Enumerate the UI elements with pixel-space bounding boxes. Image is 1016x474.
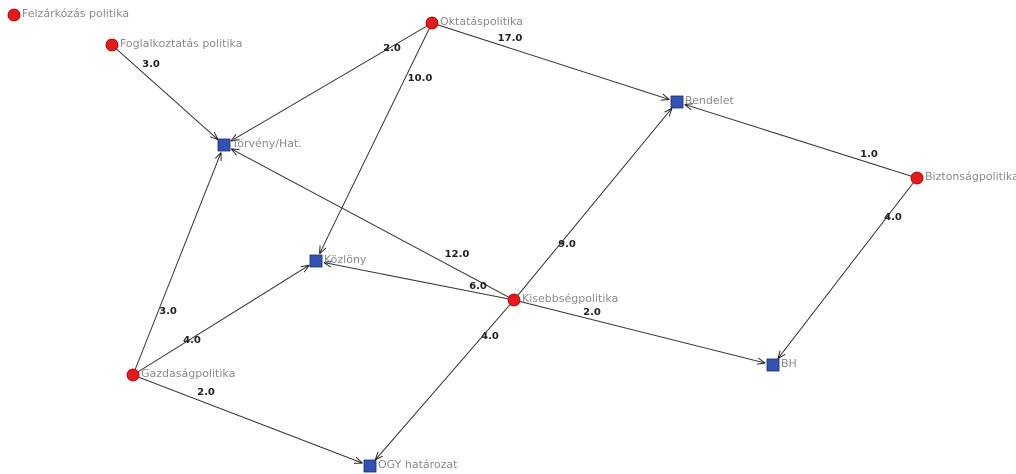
edge-label: 2.0 (383, 43, 401, 54)
edge-label: 10.0 (408, 73, 433, 84)
node-label: Kisebbségpolitika (522, 292, 618, 305)
node-label: Felzárkózás politika (22, 7, 129, 20)
edge (778, 177, 918, 359)
nodes: Felzárkózás politika Foglalkoztatás polit… (7, 7, 1016, 473)
edge-label: 4.0 (183, 335, 201, 346)
edge (513, 299, 765, 363)
node-circle (507, 293, 521, 307)
node-label: Foglalkoztatás politika (120, 37, 242, 50)
node-label: OGY határozat (378, 458, 458, 471)
edge-label: 6.0 (469, 281, 487, 292)
node-square (309, 254, 323, 268)
node-circle (425, 16, 439, 30)
node-circle (105, 38, 119, 52)
edge-label: 2.0 (583, 307, 601, 318)
node-circle (126, 368, 140, 382)
edge (231, 22, 433, 141)
edge (375, 299, 515, 460)
edge-label: 17.0 (498, 33, 523, 44)
node-label: BH (781, 357, 797, 370)
edge (132, 374, 363, 463)
edge-label: 3.0 (142, 59, 160, 70)
edges: 3.0 2.0 10.0 17.0 1.0 4.0 12.0 6.0 9.0 2.0 4.0 3.0 4… (111, 22, 918, 463)
edge (231, 149, 515, 301)
edge-label: 3.0 (159, 306, 177, 317)
edge-label: 4.0 (884, 212, 902, 223)
edge (324, 263, 515, 301)
edge (431, 22, 669, 100)
node-square (766, 358, 780, 372)
edge (111, 44, 218, 140)
edge-label: 1.0 (860, 149, 878, 160)
node-square (363, 459, 377, 473)
edge (513, 108, 672, 301)
edge (685, 104, 918, 179)
edge-label: 9.0 (558, 239, 576, 250)
node-circle (910, 171, 924, 185)
node-label: Törvény/Hat. (231, 137, 302, 150)
node-label: Gazdaságpolitika (141, 367, 235, 380)
edge (320, 22, 433, 254)
node-circle (7, 8, 21, 22)
node-square (217, 138, 231, 152)
edge-label: 2.0 (197, 387, 215, 398)
edge-label: 12.0 (445, 249, 470, 260)
node-label: Rendelet (685, 94, 734, 107)
node-label: Biztonságpolitika (925, 170, 1016, 183)
edge-label: 4.0 (481, 331, 499, 342)
node-label: Oktatáspolitika (440, 15, 523, 28)
node-square (670, 95, 684, 109)
edge (132, 265, 309, 376)
node-label: Közlöny (324, 253, 367, 266)
edge (132, 152, 221, 376)
